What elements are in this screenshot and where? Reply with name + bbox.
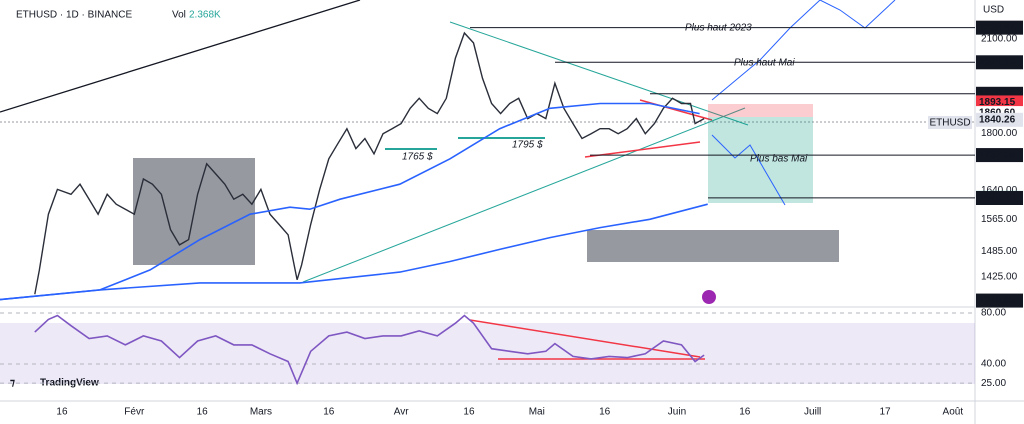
- y-tick-label: 1800.00: [981, 128, 1018, 139]
- rsi-trend: [469, 319, 701, 358]
- x-tick-label: Juin: [668, 407, 686, 418]
- x-tick-label: 16: [739, 407, 751, 418]
- symbol-tag: [928, 116, 972, 129]
- x-tick-label: Févr: [124, 407, 145, 418]
- projection: [819, 0, 896, 29]
- x-tick-label: Juill: [804, 407, 821, 418]
- projection: [711, 134, 786, 206]
- currency: USD: [983, 5, 1004, 16]
- zone: [587, 230, 839, 262]
- price-label-box: [976, 190, 1023, 205]
- volume-label: Vol: [172, 10, 186, 21]
- annotation: 1765 $: [402, 152, 433, 163]
- rsi-band: [0, 323, 975, 384]
- price-label: 1920.00: [979, 88, 1016, 99]
- x-tick-label: Avr: [394, 407, 409, 418]
- annotation: Plus haut Mai: [734, 58, 795, 69]
- symbol-tag-text: ETHUSD: [929, 118, 970, 129]
- y-tick-label: 80.00: [981, 308, 1006, 319]
- title: ETHUSD · 1D · BINANCE: [16, 10, 132, 21]
- x-tick-label: 16: [323, 407, 335, 418]
- price-label: 1840.26: [979, 114, 1016, 125]
- price-label: 2021.12: [979, 57, 1016, 68]
- y-tick-label: 1485.00: [981, 246, 1018, 257]
- stop-zone: [708, 104, 813, 117]
- x-tick-label: 16: [197, 407, 209, 418]
- price-label-box: [976, 20, 1023, 35]
- annotation: Plus bas Mai: [750, 154, 808, 165]
- series-line: [0, 102, 700, 301]
- x-tick-label: Août: [943, 407, 964, 418]
- brand-logo: ⁊: [10, 378, 15, 389]
- y-tick-label: 1565.00: [981, 214, 1018, 225]
- volume: 2.368K: [189, 10, 221, 21]
- trend-line: [0, 0, 361, 113]
- price-label-box: [976, 55, 1023, 70]
- y-tick-label: 2100.00: [981, 33, 1018, 44]
- x-tick-label: Mars: [250, 407, 272, 418]
- x-tick-label: 16: [463, 407, 475, 418]
- annotation: 1795 $: [512, 140, 543, 151]
- x-tick-label: 16: [56, 407, 68, 418]
- event-icon[interactable]: [702, 290, 716, 304]
- series-line: [34, 314, 705, 386]
- y-tick-label: 1640.00: [981, 185, 1018, 196]
- price-label: 1893.15: [979, 97, 1016, 108]
- price-label-box: [976, 148, 1023, 163]
- brand: TradingView: [40, 378, 99, 389]
- projection: [711, 0, 821, 101]
- price-label: 2138.44: [979, 22, 1016, 33]
- series-line: [34, 31, 705, 295]
- y-tick-label: 1425.00: [981, 271, 1018, 282]
- y-tick-label: 40.00: [981, 359, 1006, 370]
- price-label: 1620.20: [979, 193, 1016, 204]
- trend-line: [449, 21, 749, 126]
- price-label: 1370.85: [979, 295, 1016, 306]
- trend-line: [584, 141, 701, 158]
- price-label-box: [976, 95, 1023, 110]
- y-tick-label: 25.00: [981, 378, 1006, 389]
- x-tick-label: 17: [879, 407, 891, 418]
- x-tick-label: 16: [599, 407, 611, 418]
- x-tick-label: Mai: [529, 407, 545, 418]
- series-line: [0, 203, 708, 301]
- price-label-box: [976, 112, 1023, 127]
- price-label-box: [976, 293, 1023, 308]
- price-label: 1737.55: [979, 150, 1016, 161]
- target-zone: [708, 117, 813, 203]
- trend-line: [302, 107, 746, 283]
